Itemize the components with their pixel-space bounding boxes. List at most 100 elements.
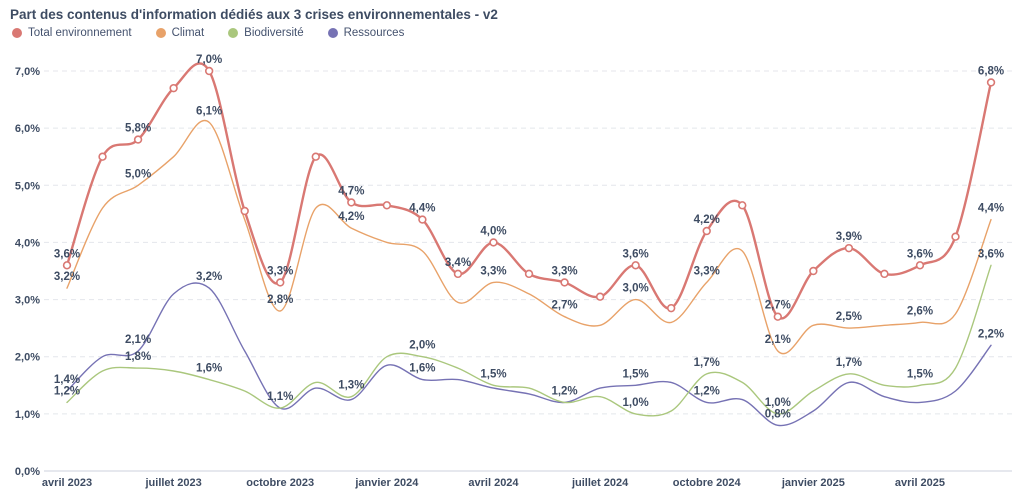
x-axis-tick-label: octobre 2024 [673, 477, 742, 489]
y-axis-tick-label: 2,0% [15, 352, 40, 364]
legend-item-total-environnement[interactable]: Total environnement [12, 27, 132, 39]
legend-color-dot-icon [228, 28, 239, 38]
data-label-total-environnement: 3,6% [54, 248, 80, 260]
data-point-marker-total-environnement[interactable] [311, 152, 320, 161]
data-label-biodiversite: 1,2% [551, 385, 577, 397]
data-label-ressources: 2,1% [125, 334, 151, 346]
data-label-ressources: 1,1% [267, 391, 293, 403]
y-axis-tick-label: 3,0% [15, 295, 40, 307]
data-point-marker-total-environnement[interactable] [595, 292, 605, 301]
data-label-total-environnement: 6,8% [978, 65, 1004, 77]
legend-label: Total environnement [28, 27, 132, 39]
data-label-biodiversite: 1,7% [694, 357, 720, 369]
data-label-climat: 2,1% [765, 334, 791, 346]
y-axis-tick-label: 4,0% [15, 237, 40, 249]
data-label-biodiversite: 1,0% [765, 397, 791, 409]
data-point-marker-total-environnement[interactable] [98, 152, 107, 161]
y-axis-tick-label: 0,0% [15, 466, 40, 478]
data-label-climat: 2,6% [907, 305, 933, 317]
data-point-marker-total-environnement[interactable] [666, 303, 676, 313]
data-label-total-environnement: 5,8% [125, 123, 151, 135]
data-point-marker-total-environnement[interactable] [524, 269, 534, 279]
data-point-marker-total-environnement[interactable] [915, 261, 925, 270]
x-axis-tick-label: janvier 2025 [781, 477, 845, 489]
y-axis-tick-label: 7,0% [15, 66, 40, 78]
legend-item-climat[interactable]: Climat [155, 27, 205, 39]
data-label-climat: 4,4% [978, 203, 1004, 215]
data-label-ressources: 3,2% [196, 271, 222, 283]
data-point-marker-total-environnement[interactable] [204, 66, 214, 76]
data-label-biodiversite: 2,0% [409, 340, 435, 352]
data-point-marker-total-environnement[interactable] [880, 269, 889, 279]
chart-legend: Total environnement Climat Biodiversité Res… [12, 27, 404, 39]
data-point-marker-total-environnement[interactable] [347, 198, 356, 207]
data-point-marker-total-environnement[interactable] [738, 201, 747, 210]
data-label-biodiversite: 3,6% [978, 248, 1004, 260]
series-line-ressources [66, 282, 992, 427]
data-label-biodiversite: 1,0% [623, 397, 649, 409]
legend-label: Biodiversité [244, 27, 304, 39]
data-label-ressources: 2,2% [978, 328, 1004, 340]
data-label-climat: 3,2% [54, 271, 80, 283]
y-axis-tick-label: 6,0% [15, 123, 40, 135]
data-label-total-environnement: 3,4% [445, 257, 471, 269]
data-point-marker-total-environnement[interactable] [489, 238, 498, 247]
x-axis-tick-label: avril 2023 [42, 477, 92, 489]
y-axis-tick-label: 1,0% [15, 409, 40, 421]
data-point-marker-total-environnement[interactable] [773, 312, 782, 321]
legend-color-dot-icon [155, 28, 166, 38]
data-point-marker-total-environnement[interactable] [986, 78, 996, 87]
data-label-biodiversite: 1,5% [907, 368, 933, 380]
data-point-marker-total-environnement[interactable] [560, 278, 569, 287]
data-label-total-environnement: 4,2% [694, 214, 720, 226]
x-axis-tick-label: avril 2024 [468, 477, 519, 489]
data-label-total-environnement: 3,3% [267, 265, 293, 277]
data-point-marker-total-environnement[interactable] [453, 269, 463, 279]
data-point-marker-total-environnement[interactable] [702, 226, 711, 236]
data-point-marker-total-environnement[interactable] [809, 266, 818, 276]
data-label-climat: 6,1% [196, 105, 222, 117]
series-line-total-environnement [65, 62, 993, 320]
data-point-marker-total-environnement[interactable] [951, 232, 960, 241]
data-point-marker-total-environnement[interactable] [240, 206, 249, 216]
data-label-total-environnement: 4,0% [480, 225, 506, 237]
data-point-marker-total-environnement[interactable] [418, 215, 427, 224]
legend-label: Climat [171, 27, 205, 39]
legend-color-dot-icon [12, 28, 22, 38]
data-label-biodiversite: 1,8% [125, 351, 151, 363]
data-point-marker-total-environnement[interactable] [382, 201, 392, 210]
data-label-ressources: 1,5% [623, 368, 649, 380]
data-label-total-environnement: 7,0% [196, 54, 222, 66]
legend-color-dot-icon [327, 28, 338, 38]
series-line-biodiversite [66, 264, 992, 417]
data-point-marker-total-environnement[interactable] [62, 261, 72, 270]
data-point-marker-total-environnement[interactable] [276, 278, 285, 287]
data-label-total-environnement: 2,7% [765, 300, 791, 312]
data-label-total-environnement: 3,6% [907, 248, 933, 260]
data-point-marker-total-environnement[interactable] [169, 83, 178, 93]
data-label-climat: 3,0% [623, 283, 649, 295]
data-label-biodiversite: 1,3% [338, 380, 364, 392]
legend-label: Ressources [343, 27, 405, 39]
data-point-marker-total-environnement[interactable] [844, 243, 854, 253]
data-point-marker-total-environnement[interactable] [133, 135, 143, 144]
data-point-marker-total-environnement[interactable] [631, 261, 640, 270]
data-label-biodiversite: 1,2% [54, 385, 80, 397]
data-label-total-environnement: 3,6% [623, 248, 649, 260]
legend-item-biodiversite[interactable]: Biodiversité [228, 27, 304, 39]
data-label-ressources: 1,2% [694, 385, 720, 397]
data-label-total-environnement: 3,3% [551, 265, 577, 277]
data-label-ressources: 0,8% [765, 408, 791, 420]
legend-item-ressources[interactable]: Ressources [327, 27, 405, 39]
data-label-ressources: 1,4% [54, 374, 80, 386]
data-label-climat: 3,3% [694, 265, 720, 277]
data-label-climat: 5,0% [125, 168, 151, 180]
data-label-biodiversite: 1,6% [196, 363, 222, 375]
x-axis-tick-label: octobre 2023 [246, 477, 314, 489]
data-label-climat: 3,3% [480, 265, 506, 277]
x-axis-tick-label: janvier 2024 [354, 477, 419, 489]
x-axis-tick-label: juillet 2024 [571, 477, 629, 489]
data-label-climat: 2,7% [551, 300, 577, 312]
